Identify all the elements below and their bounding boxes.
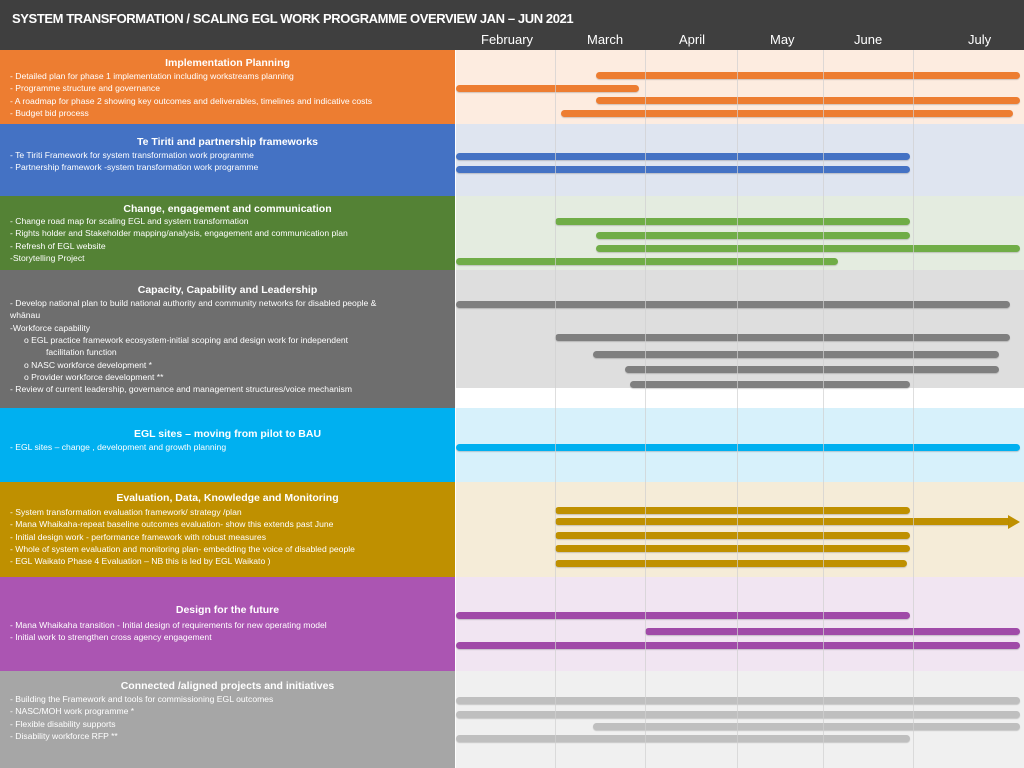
section-panel: Capacity, Capability and Leadership - Dev… [0,270,455,408]
gantt-bar [592,723,1021,730]
section-timeline [456,124,1024,196]
gantt-bar [555,507,910,514]
section-item: - Te Tiriti Framework for system transfo… [10,150,254,160]
gantt-bar [624,366,999,373]
section-item: o EGL practice framework ecosystem-initi… [24,334,349,345]
section-design-for-the-future: Design for the future - Mana Whaikaha tra… [0,577,1024,671]
section-title: Connected /aligned projects and initiati… [120,680,335,692]
section-item: - Flexible disability supports [10,718,116,729]
section-item: - Disability workforce RFP ** [10,730,118,741]
section-connected-aligned-projects: Connected /aligned projects and initiati… [0,671,1024,768]
page-title: SYSTEM TRANSFORMATION / SCALING EGL WORK… [12,11,574,26]
gantt-bar [456,444,1021,451]
gantt-bar [555,518,1009,525]
section-item: - EGL Waikato Phase 4 Evaluation – NB th… [10,556,271,567]
section-panel: Design for the future - Mana Whaikaha tra… [0,577,455,671]
section-item: - EGL sites – change , development and g… [10,442,227,452]
section-change-engagement-communication: Change, engagement and communication - Ch… [0,196,1024,270]
month-gridline [913,50,914,768]
month-gridline [737,50,738,768]
section-timeline [456,577,1024,671]
gantt-bar [456,166,910,173]
gantt-bar [595,232,910,239]
month-label-april: April [679,32,706,47]
section-item: -Workforce capability [10,322,91,333]
month-gridline [645,50,646,768]
section-item: - Building the Framework and tools for c… [10,694,274,704]
gantt-bar [456,153,910,160]
month-label-march: March [587,32,624,47]
section-title: Design for the future [175,604,280,616]
section-evaluation-data-knowledge-monitoring: Evaluation, Data, Knowledge and Monitori… [0,482,1024,577]
section-item: - A roadmap for phase 2 showing key outc… [10,95,373,106]
gantt-bar [595,97,1021,104]
section-item: - NASC/MOH work programme * [10,706,135,717]
section-item: - System transformation evaluation frame… [10,507,242,517]
gantt-bar [456,735,910,742]
gantt-bar [555,218,910,225]
section-panel: Implementation Planning - Detailed plan f… [0,50,455,124]
section-item: - Programme structure and governance [10,83,160,94]
section-item: - Budget bid process [10,107,89,118]
section-egl-sites: EGL sites – moving from pilot to BAU - E… [0,408,1024,482]
section-panel: EGL sites – moving from pilot to BAU - E… [0,408,455,482]
month-label-july: July [968,32,992,47]
gantt-bar [555,545,910,552]
gantt-bar [456,612,910,619]
gantt-bar [456,301,1010,308]
section-capacity-capability-leadership: Capacity, Capability and Leadership - Dev… [0,270,1024,408]
month-label-june: June [854,32,883,47]
gantt-bar [595,72,1021,79]
month-gridline [823,50,824,768]
section-te-tiriti-partnership: Te Tiriti and partnership frameworks - Te… [0,124,1024,196]
gantt-bar [555,334,1010,341]
gantt-bar [645,628,1021,635]
gantt-bar [456,258,838,265]
section-item: facilitation function [46,347,117,358]
gantt-bar [456,697,1021,704]
section-item: - Mana Whaikaha-repeat baseline outcomes… [10,519,334,530]
section-panel: Connected /aligned projects and initiati… [0,671,455,768]
gantt-bar [592,351,999,358]
section-panel: Change, engagement and communication - Ch… [0,196,455,270]
section-item: - Initial design work - performance fram… [10,531,266,542]
month-label-february: February [481,32,534,47]
section-item: whānau [10,310,41,321]
section-item: - Develop national plan to build nationa… [10,298,377,308]
section-item: - Refresh of EGL website [10,240,106,251]
section-item: - Partnership framework -system transfor… [10,162,259,173]
section-title: Implementation Planning [165,57,290,69]
gantt-bar [555,560,907,567]
month-label-may: May [770,32,795,47]
section-implementation-planning: Implementation Planning - Detailed plan f… [0,50,1024,124]
section-item: - Rights holder and Stakeholder mapping/… [10,228,348,239]
section-item: - Whole of system evaluation and monitor… [10,543,355,554]
section-title: Change, engagement and communication [123,203,332,215]
section-item: - Detailed plan for phase 1 implementati… [10,71,294,81]
section-panel: Te Tiriti and partnership frameworks - Te… [0,124,455,196]
section-item: - Initial work to strengthen cross agenc… [10,632,212,643]
section-panel: Evaluation, Data, Knowledge and Monitori… [0,482,455,577]
section-item: o Provider workforce development ** [24,371,164,382]
section-item: o NASC workforce development * [24,359,153,370]
gantt-bar [456,85,640,92]
section-item: -Storytelling Project [10,252,85,263]
gantt-bar [630,381,910,388]
section-item: - Review of current leadership, governan… [10,384,353,395]
gantt-bar [456,711,1021,718]
gantt-bar [555,532,910,539]
section-title: Te Tiriti and partnership frameworks [136,136,319,148]
gantt-bar [560,110,1014,117]
section-title: Evaluation, Data, Knowledge and Monitori… [116,492,339,504]
header: SYSTEM TRANSFORMATION / SCALING EGL WORK… [0,0,1024,50]
section-title: Capacity, Capability and Leadership [137,284,318,296]
gantt-bar [595,245,1021,252]
month-gridline [555,50,556,768]
gantt-bar [456,642,1021,649]
section-title: EGL sites – moving from pilot to BAU [133,428,322,440]
section-item: - Mana Whaikaha transition - Initial des… [10,620,327,630]
section-item: - Change road map for scaling EGL and sy… [10,216,249,226]
arrow-right-icon [1008,514,1021,529]
section-timeline [456,671,1024,768]
